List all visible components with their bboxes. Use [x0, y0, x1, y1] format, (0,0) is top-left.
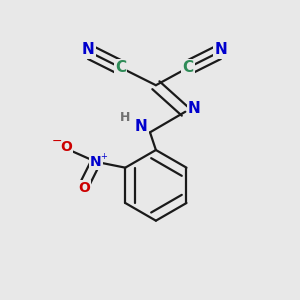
Text: N: N [82, 42, 94, 57]
Text: N: N [214, 42, 227, 57]
Text: C: C [115, 60, 126, 75]
Text: −: − [52, 135, 62, 148]
Text: O: O [61, 140, 72, 154]
Text: N: N [188, 101, 200, 116]
Text: O: O [78, 181, 90, 195]
Text: C: C [183, 60, 194, 75]
Text: N: N [135, 119, 148, 134]
Text: H: H [120, 111, 130, 124]
Text: +: + [100, 152, 106, 161]
Text: N: N [90, 155, 102, 169]
